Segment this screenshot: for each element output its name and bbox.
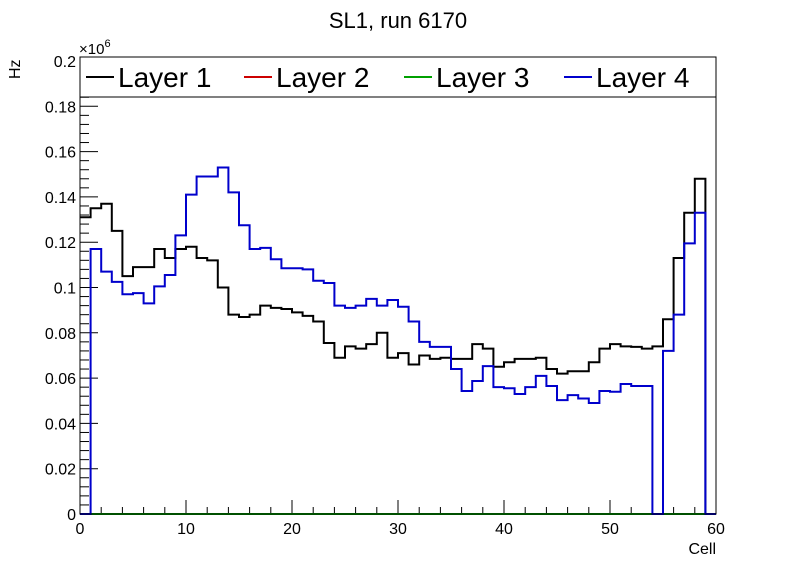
y-tick-label: 0.16: [45, 145, 76, 162]
y-tick-label: 0.1: [54, 281, 76, 298]
plot-frame: [79, 60, 717, 515]
y-tick-label: 0.12: [45, 235, 76, 252]
chart-title: SL1, run 6170: [329, 8, 467, 33]
y-tick-label: 0.06: [45, 371, 76, 388]
x-tick-label: 10: [177, 521, 195, 538]
series-layer-1: [80, 177, 716, 515]
y-tick-label: 0.2: [54, 54, 76, 71]
x-tick-label: 20: [283, 521, 301, 538]
x-tick-label: 50: [601, 521, 619, 538]
y-tick-label: 0: [67, 507, 76, 524]
x-tick-label: 60: [707, 521, 725, 538]
x-axis-label: Cell: [688, 541, 716, 558]
legend: Layer 1 Layer 2 Layer 3 Layer 4: [79, 56, 717, 98]
axes: 0 0.02 0.04 0.06 0.08 0.1 0.12 0.14 0.16 0.18 0.2 0…: [45, 54, 725, 538]
y-tick-label: 0.08: [45, 326, 76, 343]
y-tick-label: 0.04: [45, 416, 76, 433]
y-tick-label: 0.14: [45, 190, 76, 207]
y-axis-label: Hz: [7, 59, 24, 79]
series-group: [80, 166, 716, 515]
y-exponent-base: ×10: [79, 41, 104, 58]
y-exponent-label: ×106: [79, 38, 111, 58]
series-layer-4: [80, 166, 716, 515]
x-tick-label: 30: [389, 521, 407, 538]
legend-label: Layer 1: [118, 62, 211, 93]
y-exponent-power: 6: [104, 38, 110, 50]
legend-label: Layer 4: [596, 62, 689, 93]
legend-label: Layer 3: [436, 62, 529, 93]
y-tick-label: 0.02: [45, 462, 76, 479]
x-tick-label: 0: [76, 521, 85, 538]
y-tick-label: 0.18: [45, 99, 76, 116]
legend-box: [79, 56, 717, 98]
legend-label: Layer 2: [276, 62, 369, 93]
x-tick-label: 40: [495, 521, 513, 538]
